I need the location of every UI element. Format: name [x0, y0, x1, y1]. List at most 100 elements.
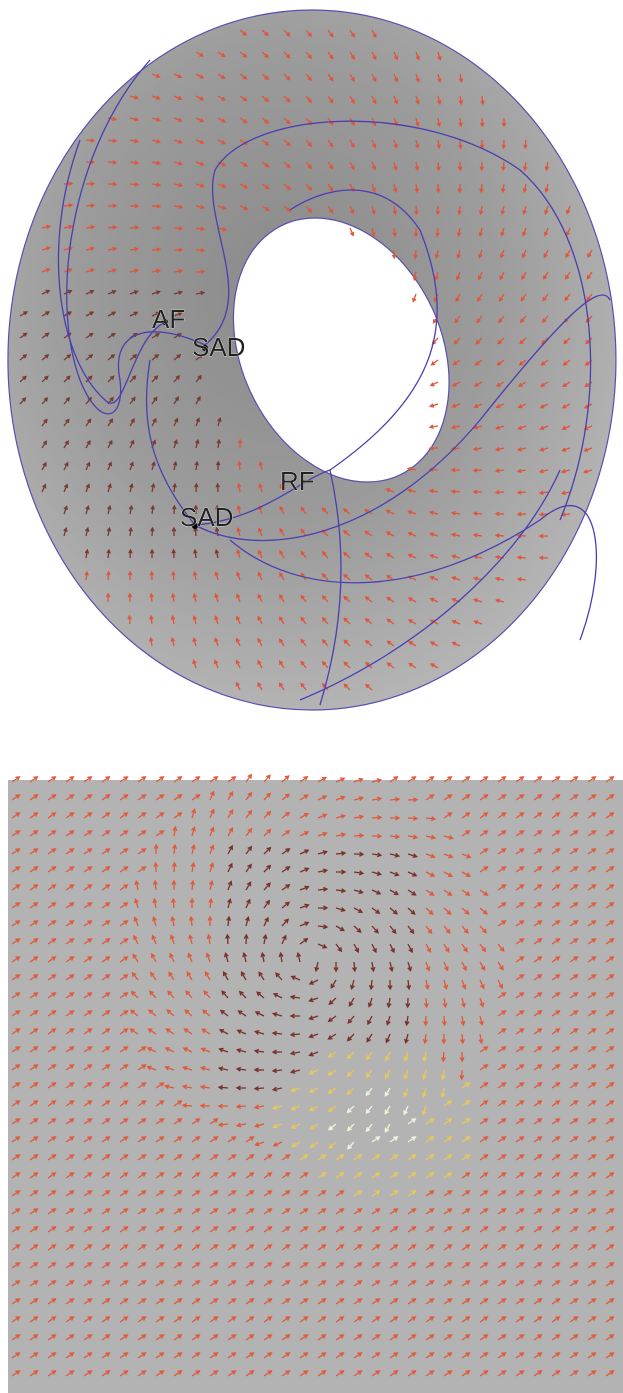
arrow	[29, 830, 39, 837]
arrow	[151, 333, 160, 339]
arrow	[321, 507, 329, 515]
arrow	[279, 616, 285, 625]
arrow	[85, 375, 93, 383]
arrow	[317, 1298, 327, 1305]
arrow	[461, 1118, 471, 1125]
arrow	[335, 1370, 345, 1377]
arrow	[47, 812, 57, 819]
arrow	[137, 794, 147, 801]
arrow	[461, 925, 469, 934]
arrow	[185, 990, 193, 999]
arrow	[387, 979, 393, 991]
arrow	[83, 1298, 93, 1305]
arrow	[605, 812, 615, 819]
arrow	[29, 1136, 39, 1143]
arrow	[327, 1087, 337, 1094]
arrow	[191, 1244, 201, 1251]
arrow	[422, 1051, 428, 1063]
arrow	[497, 1226, 507, 1233]
arrow	[194, 460, 199, 471]
arrow	[119, 884, 129, 891]
arrow	[63, 224, 74, 230]
arrow	[173, 1226, 183, 1233]
arrow	[151, 290, 161, 295]
arrow	[497, 1208, 507, 1215]
arrow	[83, 1028, 93, 1035]
arrow	[119, 1298, 129, 1305]
arrow	[479, 1208, 489, 1215]
arrow	[551, 1118, 561, 1125]
arrow	[200, 1066, 211, 1071]
arrow	[137, 776, 147, 783]
arrow	[384, 1105, 391, 1115]
arrow	[47, 1082, 57, 1089]
arrow	[428, 488, 439, 494]
arrow	[191, 1334, 201, 1341]
arrow	[261, 95, 270, 103]
arrow	[479, 1262, 489, 1269]
arrow	[425, 834, 437, 840]
arrow	[11, 1244, 21, 1251]
critical-point	[162, 319, 168, 325]
arrow	[461, 889, 471, 896]
arrow	[137, 1316, 147, 1323]
arrow	[263, 1316, 273, 1323]
arrow	[348, 997, 355, 1007]
arrow	[403, 1069, 409, 1080]
arrow	[321, 638, 329, 647]
arrow	[561, 403, 571, 409]
arrow	[443, 1334, 453, 1341]
arrow	[407, 1316, 417, 1323]
arrow	[155, 1280, 165, 1287]
arrow	[353, 1172, 363, 1179]
arrow	[151, 247, 162, 252]
arrow	[261, 51, 269, 59]
arrow	[443, 1262, 453, 1269]
arrow	[517, 403, 527, 409]
arrow	[587, 1136, 597, 1143]
arrow	[569, 992, 579, 999]
arrow	[458, 139, 463, 150]
arrow	[440, 1087, 446, 1099]
arrow	[29, 794, 39, 801]
arrow	[335, 1244, 345, 1251]
arrow	[551, 776, 561, 783]
arrow	[171, 526, 177, 537]
arrow	[11, 1298, 21, 1305]
arrow	[353, 1190, 363, 1197]
arrow	[171, 861, 177, 873]
arrow	[519, 315, 527, 324]
arrow	[195, 269, 206, 275]
arrow	[83, 866, 93, 873]
arrow	[461, 1298, 471, 1305]
arrow	[425, 1352, 435, 1359]
arrow	[407, 1280, 417, 1287]
arrow	[407, 1352, 417, 1359]
arrow	[235, 637, 241, 647]
arrow	[83, 848, 93, 855]
arrow	[291, 1141, 301, 1148]
arrow	[173, 247, 184, 253]
arrow	[101, 1298, 111, 1305]
arrow	[385, 553, 395, 559]
arrow	[65, 1028, 75, 1035]
arrow	[349, 73, 355, 82]
arrow	[101, 902, 111, 909]
arrow	[65, 1244, 75, 1251]
arrow	[479, 1064, 489, 1071]
arrow	[172, 843, 178, 855]
arrow	[217, 51, 226, 58]
arrow	[498, 293, 505, 302]
arrow	[283, 73, 291, 81]
arrow	[451, 576, 461, 581]
arrow	[29, 1208, 39, 1215]
arrow	[290, 1087, 301, 1093]
arrow	[479, 794, 489, 801]
arrow	[429, 403, 439, 408]
arrow	[11, 1190, 21, 1197]
arrow	[173, 311, 183, 317]
arrow	[101, 1136, 111, 1143]
arrow	[479, 907, 488, 915]
arrow	[317, 795, 328, 801]
arrow	[129, 417, 135, 427]
